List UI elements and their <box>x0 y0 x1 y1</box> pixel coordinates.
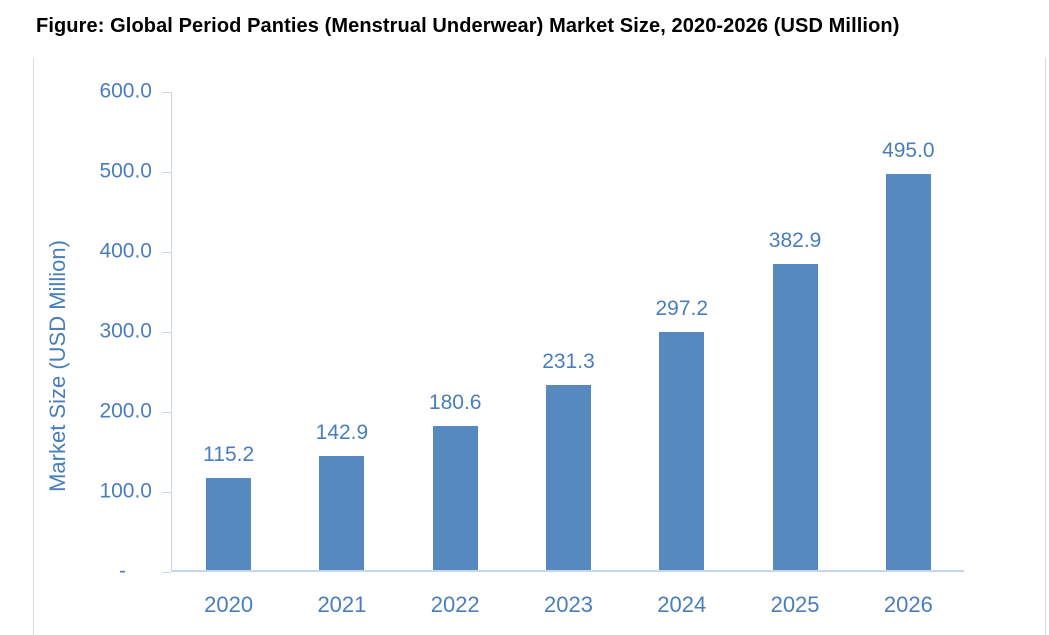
y-axis-tick-label: 600.0 <box>99 79 152 103</box>
x-axis-tick-label: 2021 <box>317 592 367 617</box>
bar <box>319 455 365 570</box>
bar-value-label: 180.6 <box>428 390 482 414</box>
x-axis-tick-label: 2026 <box>883 592 933 617</box>
bar <box>432 425 478 570</box>
plot-area: 600.0 500.0 400.0 300.0 200.0 100.0 - 115.2 2020… <box>99 81 964 616</box>
bar <box>546 384 591 570</box>
y-axis-title: Market Size (USD Million) <box>45 240 70 492</box>
bar-value-label: 382.9 <box>768 228 822 252</box>
y-axis-tick-label: 500.0 <box>99 159 152 183</box>
chart-figure: Market Size (USD Million) 600.0 500.0 400.… <box>33 58 1046 635</box>
x-axis-tick-label: 2020 <box>204 592 254 617</box>
y-axis-tick <box>162 491 171 493</box>
bar-value-label: 115.2 <box>203 442 255 466</box>
bar-value-label: 495.0 <box>882 139 935 162</box>
y-axis-tick-label: 300.0 <box>99 319 152 343</box>
x-axis-tick-label: 2022 <box>430 592 480 617</box>
y-axis-tick <box>162 91 171 93</box>
x-axis-tick-label: 2025 <box>770 592 820 617</box>
chart-title: Figure: Global Period Panties (Menstrual… <box>36 15 900 37</box>
y-axis-tick-label: - <box>119 559 126 583</box>
bar <box>885 174 931 570</box>
y-axis-tick <box>162 171 171 173</box>
bar <box>772 263 818 570</box>
y-axis-tick-label: 100.0 <box>99 479 152 503</box>
bar-value-label: 142.9 <box>315 420 369 444</box>
y-axis-tick <box>162 571 171 573</box>
x-axis-tick-label: 2023 <box>544 592 593 617</box>
y-axis-tick <box>162 411 171 413</box>
x-axis-tick-label: 2024 <box>657 592 707 617</box>
y-axis-tick-label: 400.0 <box>99 239 152 263</box>
y-axis-tick <box>162 331 171 333</box>
bar <box>659 332 705 570</box>
y-axis-tick-label: 200.0 <box>99 399 152 423</box>
bar <box>206 477 252 570</box>
bar-value-label: 231.3 <box>542 349 595 373</box>
bar-value-label: 297.2 <box>655 297 709 321</box>
y-axis-tick <box>162 251 171 253</box>
